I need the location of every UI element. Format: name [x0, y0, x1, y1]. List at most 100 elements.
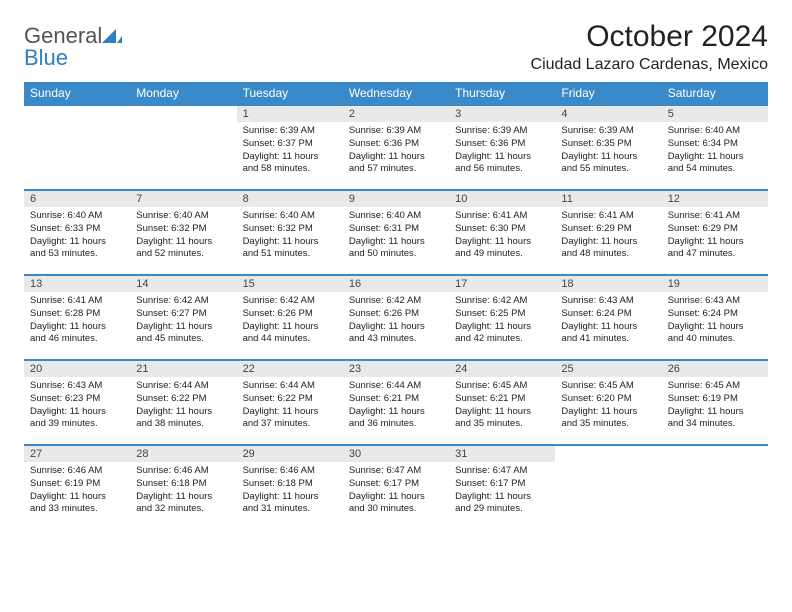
calendar-header-cell: Friday — [555, 82, 661, 105]
sunrise-text: Sunrise: 6:40 AM — [349, 210, 443, 223]
day-body: Sunrise: 6:41 AMSunset: 6:30 PMDaylight:… — [449, 207, 555, 264]
day-body: Sunrise: 6:39 AMSunset: 6:37 PMDaylight:… — [237, 122, 343, 179]
daylight-text: Daylight: 11 hours and 56 minutes. — [455, 151, 549, 177]
day-number: 16 — [343, 276, 449, 292]
sunset-text: Sunset: 6:29 PM — [668, 223, 762, 236]
day-body: Sunrise: 6:42 AMSunset: 6:26 PMDaylight:… — [237, 292, 343, 349]
header: General Blue October 2024 Ciudad Lazaro … — [24, 20, 768, 74]
sunset-text: Sunset: 6:27 PM — [136, 308, 230, 321]
calendar-week-row: 27Sunrise: 6:46 AMSunset: 6:19 PMDayligh… — [24, 445, 768, 530]
sunrise-text: Sunrise: 6:39 AM — [561, 125, 655, 138]
daylight-text: Daylight: 11 hours and 35 minutes. — [561, 406, 655, 432]
day-number: 28 — [130, 446, 236, 462]
day-number: 17 — [449, 276, 555, 292]
day-number — [662, 446, 768, 462]
calendar-day-cell: 27Sunrise: 6:46 AMSunset: 6:19 PMDayligh… — [24, 445, 130, 530]
day-number: 30 — [343, 446, 449, 462]
day-number: 21 — [130, 361, 236, 377]
day-number: 14 — [130, 276, 236, 292]
sunrise-text: Sunrise: 6:43 AM — [30, 380, 124, 393]
sunset-text: Sunset: 6:22 PM — [136, 393, 230, 406]
day-body: Sunrise: 6:47 AMSunset: 6:17 PMDaylight:… — [343, 462, 449, 519]
sunrise-text: Sunrise: 6:44 AM — [243, 380, 337, 393]
sunset-text: Sunset: 6:23 PM — [30, 393, 124, 406]
sunrise-text: Sunrise: 6:46 AM — [136, 465, 230, 478]
calendar-week-row: 13Sunrise: 6:41 AMSunset: 6:28 PMDayligh… — [24, 275, 768, 360]
daylight-text: Daylight: 11 hours and 53 minutes. — [30, 236, 124, 262]
day-body: Sunrise: 6:39 AMSunset: 6:35 PMDaylight:… — [555, 122, 661, 179]
sunset-text: Sunset: 6:28 PM — [30, 308, 124, 321]
day-number: 8 — [237, 191, 343, 207]
calendar-day-cell: 2Sunrise: 6:39 AMSunset: 6:36 PMDaylight… — [343, 105, 449, 190]
sunrise-text: Sunrise: 6:39 AM — [349, 125, 443, 138]
day-body: Sunrise: 6:45 AMSunset: 6:20 PMDaylight:… — [555, 377, 661, 434]
calendar-day-cell: 16Sunrise: 6:42 AMSunset: 6:26 PMDayligh… — [343, 275, 449, 360]
daylight-text: Daylight: 11 hours and 33 minutes. — [30, 491, 124, 517]
sunset-text: Sunset: 6:32 PM — [136, 223, 230, 236]
calendar-header-cell: Monday — [130, 82, 236, 105]
calendar-day-cell: 15Sunrise: 6:42 AMSunset: 6:26 PMDayligh… — [237, 275, 343, 360]
sunrise-text: Sunrise: 6:40 AM — [136, 210, 230, 223]
day-number: 11 — [555, 191, 661, 207]
sunrise-text: Sunrise: 6:45 AM — [561, 380, 655, 393]
day-body: Sunrise: 6:40 AMSunset: 6:31 PMDaylight:… — [343, 207, 449, 264]
sunrise-text: Sunrise: 6:43 AM — [668, 295, 762, 308]
sunrise-text: Sunrise: 6:44 AM — [136, 380, 230, 393]
day-body: Sunrise: 6:43 AMSunset: 6:23 PMDaylight:… — [24, 377, 130, 434]
daylight-text: Daylight: 11 hours and 29 minutes. — [455, 491, 549, 517]
sunset-text: Sunset: 6:17 PM — [349, 478, 443, 491]
sunrise-text: Sunrise: 6:42 AM — [349, 295, 443, 308]
day-number: 20 — [24, 361, 130, 377]
sunrise-text: Sunrise: 6:46 AM — [243, 465, 337, 478]
calendar-day-cell: 13 Sunrise: 6:41 AMSunset: 6:28 PMDayligh… — [24, 275, 130, 360]
daylight-text: Daylight: 11 hours and 41 minutes. — [561, 321, 655, 347]
day-number: 10 — [449, 191, 555, 207]
calendar-day-cell — [130, 105, 236, 190]
day-number: 18 — [555, 276, 661, 292]
calendar-day-cell: 31Sunrise: 6:47 AMSunset: 6:17 PMDayligh… — [449, 445, 555, 530]
calendar-day-cell: 3Sunrise: 6:39 AMSunset: 6:36 PMDaylight… — [449, 105, 555, 190]
day-body: Sunrise: 6:42 AMSunset: 6:25 PMDaylight:… — [449, 292, 555, 349]
day-number: 1 — [237, 106, 343, 122]
day-number — [24, 106, 130, 122]
sunset-text: Sunset: 6:26 PM — [349, 308, 443, 321]
day-number: 9 — [343, 191, 449, 207]
calendar-day-cell — [24, 105, 130, 190]
daylight-text: Daylight: 11 hours and 30 minutes. — [349, 491, 443, 517]
title-block: October 2024 Ciudad Lazaro Cardenas, Mex… — [531, 20, 768, 74]
sunset-text: Sunset: 6:19 PM — [668, 393, 762, 406]
calendar-day-cell: 11Sunrise: 6:41 AMSunset: 6:29 PMDayligh… — [555, 190, 661, 275]
day-number: 2 — [343, 106, 449, 122]
sunrise-text: Sunrise: 6:44 AM — [349, 380, 443, 393]
sunset-text: Sunset: 6:36 PM — [455, 138, 549, 151]
day-number: 22 — [237, 361, 343, 377]
day-number: 4 — [555, 106, 661, 122]
day-number: 13 — [24, 276, 130, 292]
sunrise-text: Sunrise: 6:42 AM — [455, 295, 549, 308]
daylight-text: Daylight: 11 hours and 46 minutes. — [30, 321, 124, 347]
daylight-text: Daylight: 11 hours and 55 minutes. — [561, 151, 655, 177]
day-body: Sunrise: 6:39 AMSunset: 6:36 PMDaylight:… — [449, 122, 555, 179]
logo-text-blue: Blue — [24, 45, 68, 70]
calendar-day-cell: 1Sunrise: 6:39 AMSunset: 6:37 PMDaylight… — [237, 105, 343, 190]
sunset-text: Sunset: 6:29 PM — [561, 223, 655, 236]
day-body: Sunrise: 6:42 AMSunset: 6:27 PMDaylight:… — [130, 292, 236, 349]
sunrise-text: Sunrise: 6:45 AM — [668, 380, 762, 393]
daylight-text: Daylight: 11 hours and 32 minutes. — [136, 491, 230, 517]
calendar-day-cell: 9Sunrise: 6:40 AMSunset: 6:31 PMDaylight… — [343, 190, 449, 275]
day-number: 26 — [662, 361, 768, 377]
sunrise-text: Sunrise: 6:39 AM — [455, 125, 549, 138]
day-number — [555, 446, 661, 462]
calendar-day-cell: 18Sunrise: 6:43 AMSunset: 6:24 PMDayligh… — [555, 275, 661, 360]
sunset-text: Sunset: 6:25 PM — [455, 308, 549, 321]
sunrise-text: Sunrise: 6:41 AM — [455, 210, 549, 223]
sunset-text: Sunset: 6:24 PM — [561, 308, 655, 321]
daylight-text: Daylight: 11 hours and 45 minutes. — [136, 321, 230, 347]
sunrise-text: Sunrise: 6:41 AM — [30, 295, 124, 308]
daylight-text: Daylight: 11 hours and 40 minutes. — [668, 321, 762, 347]
day-body: Sunrise: 6:47 AMSunset: 6:17 PMDaylight:… — [449, 462, 555, 519]
calendar-day-cell: 19Sunrise: 6:43 AMSunset: 6:24 PMDayligh… — [662, 275, 768, 360]
calendar-day-cell: 26Sunrise: 6:45 AMSunset: 6:19 PMDayligh… — [662, 360, 768, 445]
day-number: 7 — [130, 191, 236, 207]
daylight-text: Daylight: 11 hours and 57 minutes. — [349, 151, 443, 177]
